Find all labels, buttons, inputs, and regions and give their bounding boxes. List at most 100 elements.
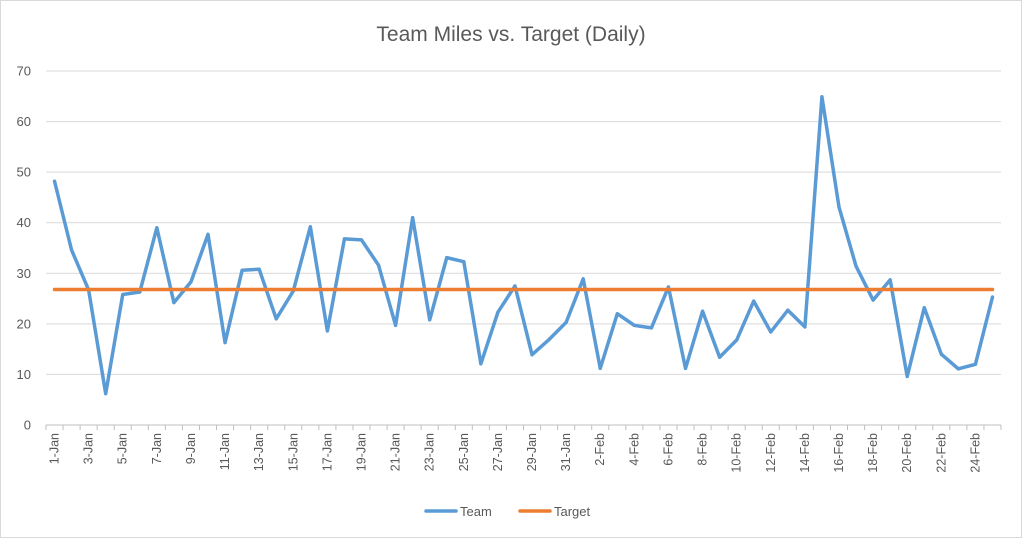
data-point-target-7-Feb bbox=[683, 287, 688, 292]
data-point-team-21-Feb bbox=[922, 306, 926, 310]
data-point-target-13-Feb bbox=[786, 287, 790, 292]
data-point-team-20-Jan bbox=[376, 263, 381, 267]
data-point-target-20-Feb bbox=[905, 287, 909, 292]
data-point-team-30-Jan bbox=[547, 337, 551, 342]
data-point-team-5-Feb bbox=[649, 326, 654, 330]
data-point-target-10-Feb bbox=[735, 287, 739, 292]
data-point-target-29-Jan bbox=[530, 287, 534, 292]
data-point-team-11-Jan bbox=[223, 340, 227, 345]
data-point-target-5-Jan bbox=[121, 287, 125, 292]
data-point-team-5-Jan bbox=[121, 292, 125, 297]
data-point-target-12-Feb bbox=[769, 287, 773, 292]
data-point-target-14-Feb bbox=[803, 287, 807, 292]
x-tick-label-13-Jan: 13-Jan bbox=[252, 433, 266, 471]
legend-item-target[interactable]: Target bbox=[518, 504, 591, 519]
data-point-target-3-Jan bbox=[87, 287, 91, 292]
data-point-team-16-Jan bbox=[308, 225, 312, 229]
legend-item-team[interactable]: Team bbox=[424, 504, 492, 519]
data-point-team-13-Feb bbox=[786, 308, 790, 312]
data-point-team-9-Jan bbox=[189, 280, 193, 284]
data-point-team-4-Feb bbox=[632, 323, 636, 327]
x-tick-label-1-Jan: 1-Jan bbox=[48, 433, 62, 464]
data-point-target-28-Jan bbox=[513, 287, 517, 292]
x-tick-label-10-Feb: 10-Feb bbox=[730, 433, 744, 473]
data-point-team-12-Jan bbox=[240, 268, 244, 272]
y-tick-label-70: 70 bbox=[17, 64, 31, 79]
data-point-team-1-Jan bbox=[52, 179, 57, 183]
data-point-target-24-Jan bbox=[445, 287, 449, 292]
data-point-team-25-Jan bbox=[462, 260, 466, 264]
data-point-team-2-Jan bbox=[69, 248, 74, 252]
data-point-target-8-Jan bbox=[172, 287, 176, 292]
data-point-target-24-Feb bbox=[973, 287, 978, 292]
data-point-team-7-Feb bbox=[683, 366, 688, 370]
x-axis: 1-Jan 3-Jan 5-Jan 7-Jan 9-Jan 11-Jan 13-Jan 15-… bbox=[45, 425, 1002, 473]
data-point-target-21-Feb bbox=[922, 287, 926, 292]
data-point-target-8-Feb bbox=[700, 287, 705, 292]
data-point-team-17-Feb bbox=[854, 264, 858, 268]
data-point-target-15-Feb bbox=[820, 287, 824, 292]
data-point-team-14-Feb bbox=[803, 325, 807, 329]
data-point-target-26-Jan bbox=[479, 287, 483, 292]
data-point-target-1-Jan bbox=[52, 287, 57, 292]
data-point-team-29-Jan bbox=[530, 353, 534, 357]
data-point-target-17-Jan bbox=[325, 287, 329, 292]
x-tick-label-15-Jan: 15-Jan bbox=[286, 433, 300, 471]
x-tick-label-11-Jan: 11-Jan bbox=[218, 433, 232, 470]
data-point-target-15-Jan bbox=[291, 287, 295, 292]
x-tick-label-24-Feb: 24-Feb bbox=[968, 433, 982, 473]
data-point-target-19-Feb bbox=[888, 287, 892, 292]
data-point-target-6-Feb bbox=[666, 287, 671, 292]
data-point-team-14-Jan bbox=[274, 317, 278, 321]
y-tick-label-0: 0 bbox=[24, 418, 31, 433]
y-tick-label-40: 40 bbox=[17, 215, 31, 230]
data-point-team-19-Jan bbox=[359, 238, 364, 242]
x-tick-label-17-Jan: 17-Jan bbox=[320, 433, 334, 471]
data-point-target-22-Feb bbox=[939, 287, 943, 292]
data-point-team-10-Feb bbox=[735, 338, 739, 342]
x-tick-label-14-Feb: 14-Feb bbox=[798, 433, 812, 473]
y-tick-label-10: 10 bbox=[17, 367, 31, 382]
x-tick-label-21-Jan: 21-Jan bbox=[389, 433, 403, 471]
data-point-team-4-Jan bbox=[104, 392, 108, 396]
data-point-team-16-Feb bbox=[837, 205, 841, 209]
data-point-target-5-Feb bbox=[649, 287, 654, 292]
data-point-team-18-Jan bbox=[342, 237, 347, 241]
x-tick-label-12-Feb: 12-Feb bbox=[764, 433, 778, 473]
data-point-target-25-Feb bbox=[990, 287, 995, 292]
data-point-team-27-Jan bbox=[496, 310, 500, 314]
y-tick-label-20: 20 bbox=[17, 316, 31, 331]
data-point-target-7-Jan bbox=[155, 287, 159, 292]
data-point-team-3-Feb bbox=[615, 312, 619, 316]
x-tick-label-8-Feb: 8-Feb bbox=[696, 433, 710, 466]
chart-title: Team Miles vs. Target (Daily) bbox=[376, 23, 645, 46]
data-point-target-20-Jan bbox=[376, 287, 381, 292]
data-point-target-11-Feb bbox=[752, 287, 756, 292]
y-tick-label-60: 60 bbox=[17, 114, 31, 129]
data-point-team-2-Feb bbox=[598, 366, 602, 370]
legend: Team Target bbox=[424, 504, 591, 519]
data-point-team-8-Jan bbox=[172, 301, 176, 305]
data-point-target-12-Jan bbox=[240, 287, 244, 292]
data-point-team-22-Jan bbox=[411, 216, 415, 220]
data-point-team-12-Feb bbox=[769, 330, 773, 334]
data-point-target-9-Jan bbox=[189, 287, 193, 292]
data-point-team-7-Jan bbox=[155, 226, 159, 230]
data-point-target-19-Jan bbox=[359, 287, 364, 292]
y-tick-label-30: 30 bbox=[17, 266, 31, 281]
data-point-team-17-Jan bbox=[325, 329, 329, 333]
data-point-target-4-Jan bbox=[104, 287, 108, 292]
data-point-team-25-Feb bbox=[990, 295, 995, 299]
x-tick-label-25-Jan: 25-Jan bbox=[457, 433, 471, 471]
data-point-team-23-Feb bbox=[956, 367, 960, 371]
data-point-team-19-Feb bbox=[888, 278, 892, 282]
x-tick-label-23-Jan: 23-Jan bbox=[423, 433, 437, 471]
data-point-target-10-Jan bbox=[206, 287, 210, 292]
data-point-target-14-Jan bbox=[274, 287, 278, 292]
series-line-team bbox=[52, 95, 995, 396]
data-point-team-23-Jan bbox=[428, 318, 432, 322]
series-lines bbox=[52, 95, 995, 396]
x-tick-label-3-Jan: 3-Jan bbox=[82, 433, 96, 464]
data-point-target-2-Feb bbox=[598, 287, 602, 292]
